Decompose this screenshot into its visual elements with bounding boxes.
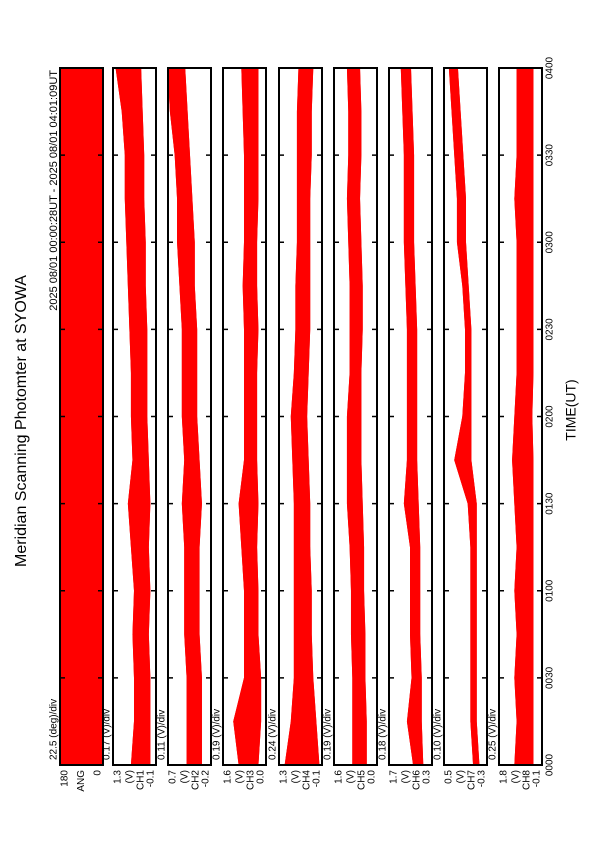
title: Meridian Scanning Photomter at SYOWA: [13, 275, 30, 567]
y-tick-label: -0.1: [532, 770, 543, 788]
y-tick-label: 0.0: [367, 770, 378, 784]
signal-band: [284, 67, 320, 766]
signal-high: [346, 67, 354, 765]
y-label: CH6: [412, 770, 423, 790]
signal-high: [448, 67, 475, 766]
signal-high: [115, 67, 136, 766]
signal-band: [115, 67, 151, 766]
x-tick-label: 0330: [545, 144, 556, 167]
y-tick-label: 0.0: [256, 770, 267, 784]
y-label: CH1: [136, 770, 147, 790]
signal-low: [531, 68, 534, 765]
y-tick-label: 1.8: [499, 770, 510, 784]
y-tick-label: 180: [60, 770, 71, 787]
y-unit: (V): [456, 770, 467, 783]
signal-high: [284, 67, 300, 766]
y-unit: (V): [346, 770, 357, 783]
y-unit: (V): [125, 770, 136, 783]
y-label: CH3: [246, 770, 257, 790]
signal-low: [184, 67, 202, 765]
y-tick-label: 0.7: [168, 770, 179, 784]
x-tick-label: 0000: [545, 753, 556, 776]
y-unit: (V): [401, 770, 412, 783]
signal-high: [233, 67, 245, 766]
y-tick-label: 1.6: [334, 770, 345, 784]
y-label: CH4: [302, 770, 313, 790]
y-tick-label: -0.1: [146, 770, 157, 788]
y-label: CH2: [191, 770, 202, 790]
x-tick-label: 0400: [545, 56, 556, 79]
subtitle: 2025 08/01 00:00:28UT - 2025 08/01 04:01…: [48, 70, 60, 311]
y-tick-label: 0.5: [444, 770, 455, 784]
signal-high: [400, 67, 415, 766]
scale-label: 0.24 (V)/div: [268, 709, 279, 760]
y-tick-label: 1.3: [279, 770, 290, 784]
y-unit: (V): [180, 770, 191, 783]
y-tick-label: 1.3: [113, 770, 124, 784]
y-unit: (V): [235, 770, 246, 783]
x-tick-label: 0230: [545, 318, 556, 341]
x-tick-label: 0300: [545, 231, 556, 254]
signal-high: [167, 67, 188, 765]
scale-label: 0.10 (V)/div: [433, 709, 444, 760]
scale-label: 0.18 (V)/div: [378, 709, 389, 760]
scale-label: 22.5 (deg)/div: [49, 699, 60, 760]
y-label: ANG: [76, 770, 87, 792]
scale-label: 0.17 (V)/div: [102, 709, 113, 760]
signal-band: [59, 67, 104, 766]
signal-high: [512, 68, 518, 766]
y-tick-label: -0.2: [201, 770, 212, 788]
y-label: CH5: [357, 770, 368, 790]
x-tick-label: 0200: [545, 405, 556, 428]
signal-low: [410, 67, 424, 766]
scale-label: 0.19 (V)/div: [212, 709, 223, 760]
x-axis-label: TIME(UT): [563, 379, 579, 440]
signal-band: [346, 67, 367, 766]
scale-label: 0.11 (V)/div: [157, 710, 168, 760]
y-tick-label: -0.1: [312, 770, 323, 788]
x-tick-label: 0030: [545, 666, 556, 689]
y-tick-label: 1.6: [223, 770, 234, 784]
signal-low: [359, 67, 367, 765]
rotated-plot: Meridian Scanning Photomter at SYOWA 202…: [13, 56, 578, 791]
y-label: CH8: [522, 770, 533, 790]
signal-low: [306, 67, 320, 766]
signal-low: [456, 67, 480, 766]
x-tick-label: 0130: [545, 492, 556, 515]
y-tick-label: 1.7: [389, 770, 400, 784]
y-unit: (V): [511, 770, 522, 783]
y-tick-label: -0.3: [477, 770, 488, 788]
y-tick-label: 0: [93, 770, 104, 776]
signal-low: [140, 67, 151, 765]
signal-low: [256, 68, 262, 766]
x-tick-label: 0100: [545, 579, 556, 602]
scale-label: 0.19 (V)/div: [323, 709, 334, 760]
y-tick-label: 0.3: [422, 770, 433, 784]
y-label: CH7: [467, 770, 478, 790]
y-unit: (V): [291, 770, 302, 783]
scale-label: 0.25 (V)/div: [488, 709, 499, 760]
